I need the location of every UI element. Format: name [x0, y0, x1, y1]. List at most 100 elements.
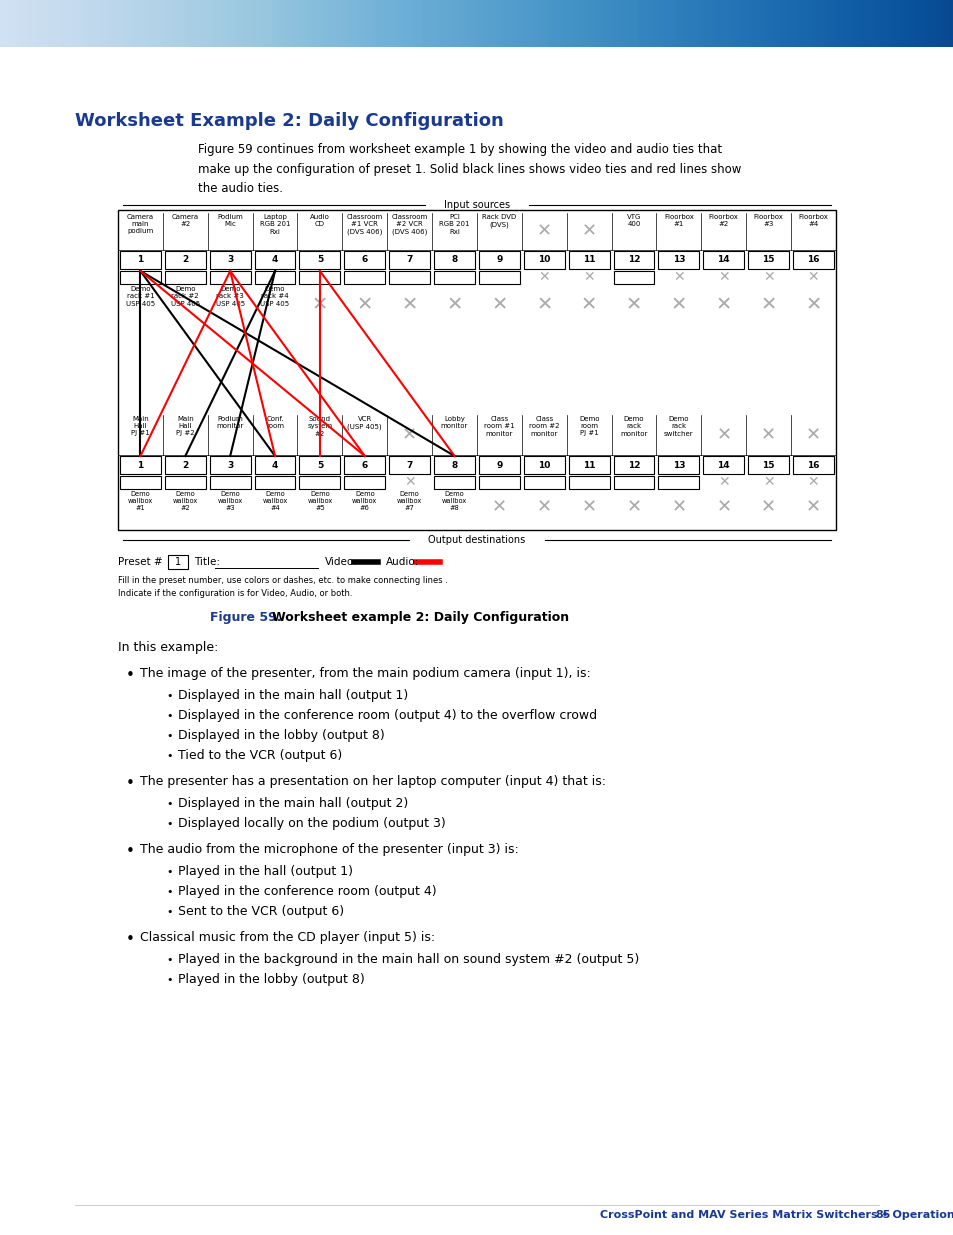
Text: Output destinations: Output destinations	[428, 535, 525, 545]
FancyBboxPatch shape	[254, 475, 295, 489]
Text: Played in the conference room (output 4): Played in the conference room (output 4)	[178, 885, 436, 898]
Text: •: •	[166, 887, 172, 897]
FancyBboxPatch shape	[344, 475, 385, 489]
FancyBboxPatch shape	[568, 251, 609, 269]
Text: ✕: ✕	[626, 499, 641, 516]
Text: ✕: ✕	[537, 270, 550, 284]
Text: ✕: ✕	[403, 475, 416, 489]
Text: Rack DVD
(DVS): Rack DVD (DVS)	[482, 214, 516, 227]
Text: •: •	[166, 711, 172, 721]
Text: Camera
#2: Camera #2	[172, 214, 198, 227]
FancyBboxPatch shape	[165, 251, 206, 269]
FancyBboxPatch shape	[344, 456, 385, 474]
Text: Worksheet Example 2: Daily Configuration: Worksheet Example 2: Daily Configuration	[75, 112, 503, 130]
Text: 8: 8	[451, 256, 457, 264]
Text: Preset #: Preset #	[118, 557, 162, 567]
FancyBboxPatch shape	[299, 456, 340, 474]
Text: Displayed in the main hall (output 2): Displayed in the main hall (output 2)	[178, 797, 408, 810]
FancyBboxPatch shape	[210, 456, 251, 474]
Text: Displayed in the lobby (output 8): Displayed in the lobby (output 8)	[178, 729, 384, 742]
Text: Displayed locally on the podium (output 3): Displayed locally on the podium (output …	[178, 818, 445, 830]
FancyBboxPatch shape	[792, 251, 833, 269]
Text: ✕: ✕	[804, 295, 821, 315]
Text: 15: 15	[761, 461, 774, 469]
FancyBboxPatch shape	[434, 456, 475, 474]
Text: Demo
wallbox
#1: Demo wallbox #1	[128, 492, 152, 511]
Text: Audio:: Audio:	[386, 557, 419, 567]
Text: ✕: ✕	[537, 222, 551, 241]
Text: •: •	[126, 844, 134, 860]
Text: Demo
room
PJ #1: Demo room PJ #1	[578, 416, 598, 436]
FancyBboxPatch shape	[523, 456, 564, 474]
Text: Demo
rack #1
USP 405: Demo rack #1 USP 405	[126, 287, 154, 306]
Text: Displayed in the conference room (output 4) to the overflow crowd: Displayed in the conference room (output…	[178, 709, 597, 722]
Text: 5: 5	[316, 256, 323, 264]
Text: Classical music from the CD player (input 5) is:: Classical music from the CD player (inpu…	[140, 931, 435, 944]
Text: •: •	[166, 692, 172, 701]
Text: 9: 9	[496, 461, 502, 469]
FancyBboxPatch shape	[658, 251, 699, 269]
FancyBboxPatch shape	[120, 456, 161, 474]
Text: ✕: ✕	[537, 499, 551, 516]
Text: VCR
(USP 405): VCR (USP 405)	[347, 416, 382, 430]
Text: Video:: Video:	[325, 557, 357, 567]
Text: The image of the presenter, from the main podium camera (input 1), is:: The image of the presenter, from the mai…	[140, 667, 590, 680]
Text: 8: 8	[451, 461, 457, 469]
Text: 10: 10	[537, 461, 550, 469]
Text: •: •	[166, 751, 172, 761]
Text: 6: 6	[361, 461, 368, 469]
Text: Class
room #2
monitor: Class room #2 monitor	[529, 416, 559, 436]
Text: ✕: ✕	[807, 475, 819, 489]
Text: •: •	[166, 867, 172, 877]
FancyBboxPatch shape	[165, 456, 206, 474]
Text: 13: 13	[672, 256, 684, 264]
FancyBboxPatch shape	[344, 251, 385, 269]
Text: Demo
wallbox
#5: Demo wallbox #5	[307, 492, 333, 511]
Text: ✕: ✕	[760, 295, 776, 315]
Text: 1: 1	[137, 256, 143, 264]
FancyBboxPatch shape	[747, 251, 788, 269]
Text: Demo
rack
monitor: Demo rack monitor	[619, 416, 647, 436]
Text: 10: 10	[537, 256, 550, 264]
Text: Played in the hall (output 1): Played in the hall (output 1)	[178, 864, 353, 878]
Text: Displayed in the main hall (output 1): Displayed in the main hall (output 1)	[178, 689, 408, 701]
Text: ✕: ✕	[581, 499, 597, 516]
Text: Worksheet example 2: Daily Configuration: Worksheet example 2: Daily Configuration	[272, 611, 569, 624]
FancyBboxPatch shape	[613, 270, 654, 284]
FancyBboxPatch shape	[792, 456, 833, 474]
FancyBboxPatch shape	[434, 251, 475, 269]
Text: ✕: ✕	[716, 499, 731, 516]
Text: Tied to the VCR (output 6): Tied to the VCR (output 6)	[178, 748, 342, 762]
Text: 14: 14	[717, 256, 729, 264]
Text: Demo
wallbox
#2: Demo wallbox #2	[172, 492, 197, 511]
Text: ✕: ✕	[673, 270, 684, 284]
Text: •: •	[166, 974, 172, 986]
FancyBboxPatch shape	[254, 456, 295, 474]
Text: Demo
wallbox
#4: Demo wallbox #4	[262, 492, 288, 511]
Text: •: •	[126, 932, 134, 947]
FancyBboxPatch shape	[658, 456, 699, 474]
Text: Demo
rack #3
USP 405: Demo rack #3 USP 405	[215, 287, 245, 306]
Text: Floorbox
#2: Floorbox #2	[708, 214, 738, 227]
Text: In this example:: In this example:	[118, 641, 218, 655]
FancyBboxPatch shape	[434, 475, 475, 489]
FancyBboxPatch shape	[210, 475, 251, 489]
Text: ✕: ✕	[718, 270, 729, 284]
Text: ✕: ✕	[762, 475, 774, 489]
Text: Audio
CD: Audio CD	[310, 214, 330, 227]
Text: Floorbox
#4: Floorbox #4	[798, 214, 827, 227]
Text: Main
Hall
PJ #1: Main Hall PJ #1	[131, 416, 150, 436]
Text: ✕: ✕	[401, 295, 417, 315]
FancyBboxPatch shape	[389, 270, 430, 284]
Text: Indicate if the configuration is for Video, Audio, or both.: Indicate if the configuration is for Vid…	[118, 589, 352, 598]
Text: 9: 9	[496, 256, 502, 264]
Text: 2: 2	[182, 256, 189, 264]
Text: •: •	[126, 668, 134, 683]
FancyBboxPatch shape	[389, 456, 430, 474]
Text: The audio from the microphone of the presenter (input 3) is:: The audio from the microphone of the pre…	[140, 844, 518, 856]
Text: ✕: ✕	[805, 426, 821, 445]
Text: ✕: ✕	[760, 426, 776, 445]
Text: Laptop
RGB 201
Rxi: Laptop RGB 201 Rxi	[259, 214, 290, 235]
Text: Figure 59.: Figure 59.	[210, 611, 281, 624]
Text: ✕: ✕	[716, 426, 731, 445]
